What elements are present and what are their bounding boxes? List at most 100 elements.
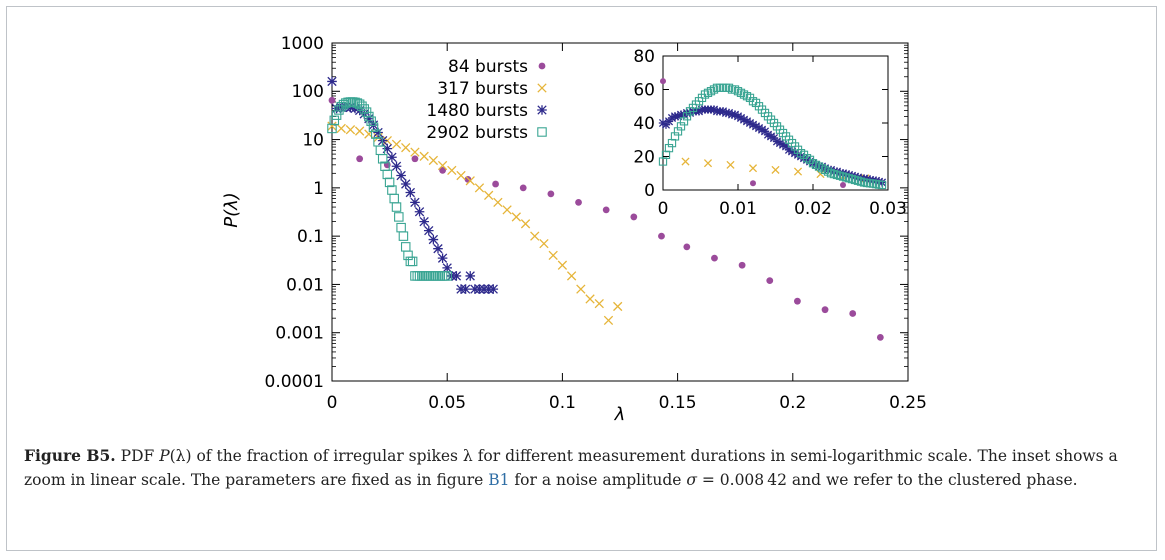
main-point-1480-bursts <box>460 284 471 294</box>
inset-point-1480-bursts <box>802 155 812 165</box>
inset-x-tick-label: 0.02 <box>794 199 832 219</box>
main-point-2902-bursts <box>400 242 411 252</box>
main-point-1480-bursts <box>419 216 429 227</box>
main-point-317-bursts <box>354 126 365 136</box>
main-series-2902-bursts <box>327 97 452 281</box>
inset-point-1480-bursts <box>763 130 773 139</box>
main-point-1480-bursts <box>465 271 476 281</box>
inset-point-1480-bursts <box>793 150 803 160</box>
inset-x-tick-label: 0.01 <box>719 199 757 219</box>
main-point-1480-bursts <box>437 253 448 263</box>
inset-point-2902-bursts <box>679 117 689 126</box>
caption-figure-link[interactable]: B1 <box>488 471 510 489</box>
main-point-317-bursts <box>447 165 457 176</box>
main-point-1480-bursts <box>410 197 420 208</box>
inset-series-2902-bursts <box>658 83 887 190</box>
inset-point-2902-bursts <box>742 92 752 101</box>
inset-point-1480-bursts <box>709 105 719 114</box>
inset-y-tick-label: 20 <box>633 147 655 167</box>
main-point-1480-bursts <box>396 170 406 181</box>
main-point-1480-bursts <box>391 161 402 172</box>
inset-point-2902-bursts <box>856 177 866 186</box>
inset-point-2902-bursts <box>802 154 812 163</box>
inset-point-2902-bursts <box>838 172 848 181</box>
caption-math-p: P <box>159 447 170 465</box>
main-point-84-bursts <box>602 206 610 214</box>
main-point-2902-bursts <box>382 169 393 180</box>
legend-label-2902-bursts: 2902 bursts <box>426 123 528 143</box>
main-point-84-bursts <box>876 333 884 341</box>
main-point-1480-bursts <box>451 271 462 281</box>
main-point-2902-bursts <box>407 256 418 267</box>
main-point-317-bursts <box>345 125 356 135</box>
main-x-tick-label: 0.25 <box>889 393 927 413</box>
inset-point-317-bursts <box>681 157 690 166</box>
inset-point-2902-bursts <box>829 169 839 179</box>
main-y-tick-label: 10 <box>302 131 324 151</box>
main-point-317-bursts <box>401 142 411 153</box>
main-x-tick-label: 0 <box>327 393 338 413</box>
main-point-317-bursts <box>474 183 485 193</box>
inset-y-tick-label: 80 <box>633 47 655 67</box>
main-point-2902-bursts <box>366 116 376 126</box>
inset-point-1480-bursts <box>772 137 782 146</box>
main-point-2902-bursts <box>384 177 395 188</box>
main-point-84-bursts <box>794 297 801 305</box>
main-point-2902-bursts <box>377 154 388 164</box>
inset-point-1480-bursts <box>784 145 794 154</box>
inset-point-1480-bursts <box>667 113 677 123</box>
main-series-84-bursts <box>328 96 884 341</box>
caption-text-1: PDF <box>115 447 160 465</box>
main-point-2902-bursts <box>398 231 409 241</box>
inset-point-2902-bursts <box>850 175 860 185</box>
inset-point-2902-bursts <box>709 85 719 94</box>
inset-point-1480-bursts <box>733 112 743 121</box>
main-point-317-bursts <box>336 123 346 134</box>
main-point-1480-bursts <box>400 179 411 189</box>
main-point-84-bursts <box>849 310 857 317</box>
main-point-317-bursts <box>557 260 568 270</box>
main-point-2902-bursts <box>396 222 406 233</box>
inset-point-1480-bursts <box>778 140 788 149</box>
inset-point-2902-bursts <box>673 127 683 136</box>
main-point-317-bursts <box>327 121 337 131</box>
main-point-1480-bursts <box>423 225 434 236</box>
legend-label-84-bursts: 84 bursts <box>448 57 528 77</box>
inset-point-84-bursts <box>840 181 846 188</box>
inset-point-1480-bursts <box>673 112 683 121</box>
main-point-84-bursts <box>519 184 527 192</box>
inset-point-2902-bursts <box>841 173 851 182</box>
main-point-84-bursts <box>766 277 774 285</box>
main-point-317-bursts <box>493 197 503 208</box>
inset-point-2902-bursts <box>796 149 806 158</box>
main-point-84-bursts <box>683 243 691 251</box>
main-point-84-bursts <box>738 261 746 269</box>
main-point-317-bursts <box>603 315 614 326</box>
inset-point-2902-bursts <box>670 132 680 141</box>
main-point-317-bursts <box>419 151 429 161</box>
figure-caption: Figure B5. PDF P(λ) of the fraction of i… <box>24 444 1139 492</box>
inset-point-1480-bursts <box>679 110 689 119</box>
main-point-317-bursts <box>410 147 420 157</box>
main-point-1480-bursts <box>442 263 452 273</box>
main-point-84-bursts <box>356 155 364 163</box>
inset-point-2902-bursts <box>847 174 857 184</box>
inset-point-2902-bursts <box>664 143 674 153</box>
main-x-tick-label: 0.2 <box>779 393 806 413</box>
main-point-317-bursts <box>437 160 448 171</box>
main-y-tick-label: 0.0001 <box>265 372 324 392</box>
inset-point-84-bursts <box>750 180 756 187</box>
main-plot-marks <box>327 76 884 341</box>
main-point-1480-bursts <box>327 76 337 87</box>
main-point-2902-bursts <box>329 115 340 126</box>
inset-point-1480-bursts <box>730 110 740 119</box>
main-plot-area: 0 0.05 0.1 0.15 0.2 0.25 0.0001 0.001 0.01 0.1 1 10… <box>265 34 927 413</box>
main-point-84-bursts <box>547 190 555 198</box>
main-point-2902-bursts <box>389 193 399 204</box>
main-x-tick-label: 0.1 <box>549 393 576 413</box>
main-point-84-bursts <box>328 96 336 104</box>
inset-point-1480-bursts <box>766 132 776 141</box>
main-point-1480-bursts <box>414 206 425 217</box>
inset-point-1480-bursts <box>748 120 758 129</box>
